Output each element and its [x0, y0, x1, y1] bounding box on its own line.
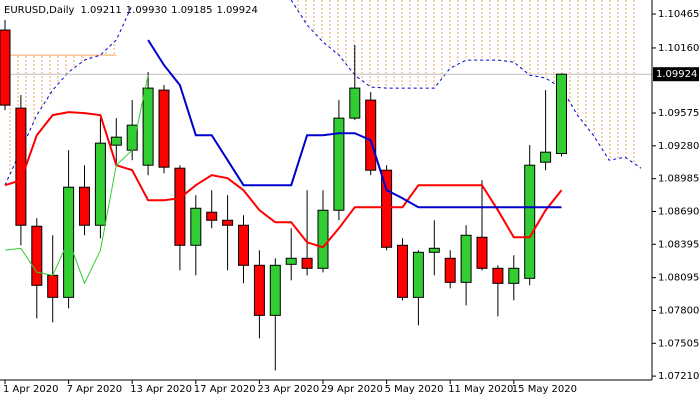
- candle-body: [174, 167, 186, 246]
- candle-body: [222, 219, 234, 226]
- indicator-line: [4, 111, 563, 249]
- cloud-area: [291, 0, 641, 169]
- candle-body: [412, 251, 424, 298]
- x-tick-label: 7 Apr 2020: [67, 384, 122, 395]
- chart-title: EURUSD,Daily: [4, 5, 75, 16]
- header-high: 1.09930: [126, 5, 167, 16]
- indicator-line: [147, 39, 562, 209]
- y-tick-label: 1.07505: [658, 338, 699, 349]
- candle-body: [253, 264, 265, 316]
- candle-body: [158, 89, 170, 168]
- candle-body: [317, 209, 329, 269]
- candle-body: [556, 73, 567, 155]
- candle-body: [31, 225, 43, 286]
- candle-body: [444, 257, 456, 283]
- candle-body: [190, 207, 202, 246]
- x-tick-label: 17 Apr 2020: [194, 384, 256, 395]
- candle-body: [524, 164, 536, 279]
- candle-body: [79, 186, 90, 226]
- candle-body: [508, 267, 520, 284]
- header: EURUSD,Daily 1.09211 1.09930 1.09185 1.09924: [4, 5, 258, 16]
- y-tick-label: 1.09575: [658, 108, 699, 119]
- candle-body: [142, 87, 154, 166]
- header-close: 1.09924: [217, 5, 258, 16]
- candle-body: [301, 257, 313, 269]
- y-tick-label: 1.10465: [658, 9, 699, 20]
- candle-body: [460, 234, 472, 283]
- candle-body: [238, 224, 249, 266]
- x-tick-label: 13 Apr 2020: [130, 384, 192, 395]
- candle-body: [206, 211, 218, 221]
- price-label-box: [653, 67, 699, 82]
- candle-body: [365, 99, 377, 171]
- candle-body: [15, 107, 27, 226]
- x-tick-label: 1 Apr 2020: [3, 384, 58, 395]
- y-tick-label: 1.08095: [658, 273, 699, 284]
- candle-body: [540, 151, 552, 163]
- candle-body: [397, 244, 408, 298]
- candle-body: [47, 274, 59, 298]
- candle-body: [349, 87, 361, 119]
- x-tick-label: 15 May 2020: [512, 384, 577, 395]
- y-tick-label: 1.08395: [658, 239, 699, 250]
- x-tick-label: 23 Apr 2020: [257, 384, 319, 395]
- candle-body: [428, 247, 440, 253]
- candle-body: [333, 117, 345, 211]
- x-tick-label: 5 May 2020: [385, 384, 444, 395]
- cloud-area: [5, 40, 117, 186]
- y-tick-label: 1.09280: [658, 141, 699, 152]
- price-label: 1.09924: [656, 69, 697, 80]
- candle-body: [381, 169, 393, 248]
- candle-body: [269, 264, 281, 316]
- x-tick-label: 29 Apr 2020: [321, 384, 383, 395]
- indicator-line: [4, 74, 149, 285]
- candle-body: [94, 142, 106, 226]
- candle-body: [492, 267, 504, 284]
- candle-body: [0, 29, 11, 106]
- candle-body: [285, 257, 297, 265]
- axes: 1.10465 1.10160 1.09575 1.09280 1.08985 1.086…: [3, 9, 699, 395]
- candle-body: [476, 236, 488, 269]
- y-tick-label: 1.07210: [658, 371, 699, 382]
- y-tick-label: 1.08985: [658, 174, 699, 185]
- y-tick-label: 1.07800: [658, 305, 699, 316]
- candle-body: [110, 136, 122, 146]
- header-open: 1.09211: [80, 5, 121, 16]
- candle-body: [63, 186, 75, 298]
- y-tick-label: 1.08690: [658, 206, 699, 217]
- x-tick-label: 11 May 2020: [448, 384, 513, 395]
- plot-area: [0, 0, 652, 371]
- senkou-span-b: [5, 54, 117, 56]
- senkou-span-a: [4, 0, 642, 186]
- candle-body: [126, 124, 138, 151]
- header-low: 1.09185: [171, 5, 212, 16]
- y-tick-label: 1.10160: [658, 43, 699, 54]
